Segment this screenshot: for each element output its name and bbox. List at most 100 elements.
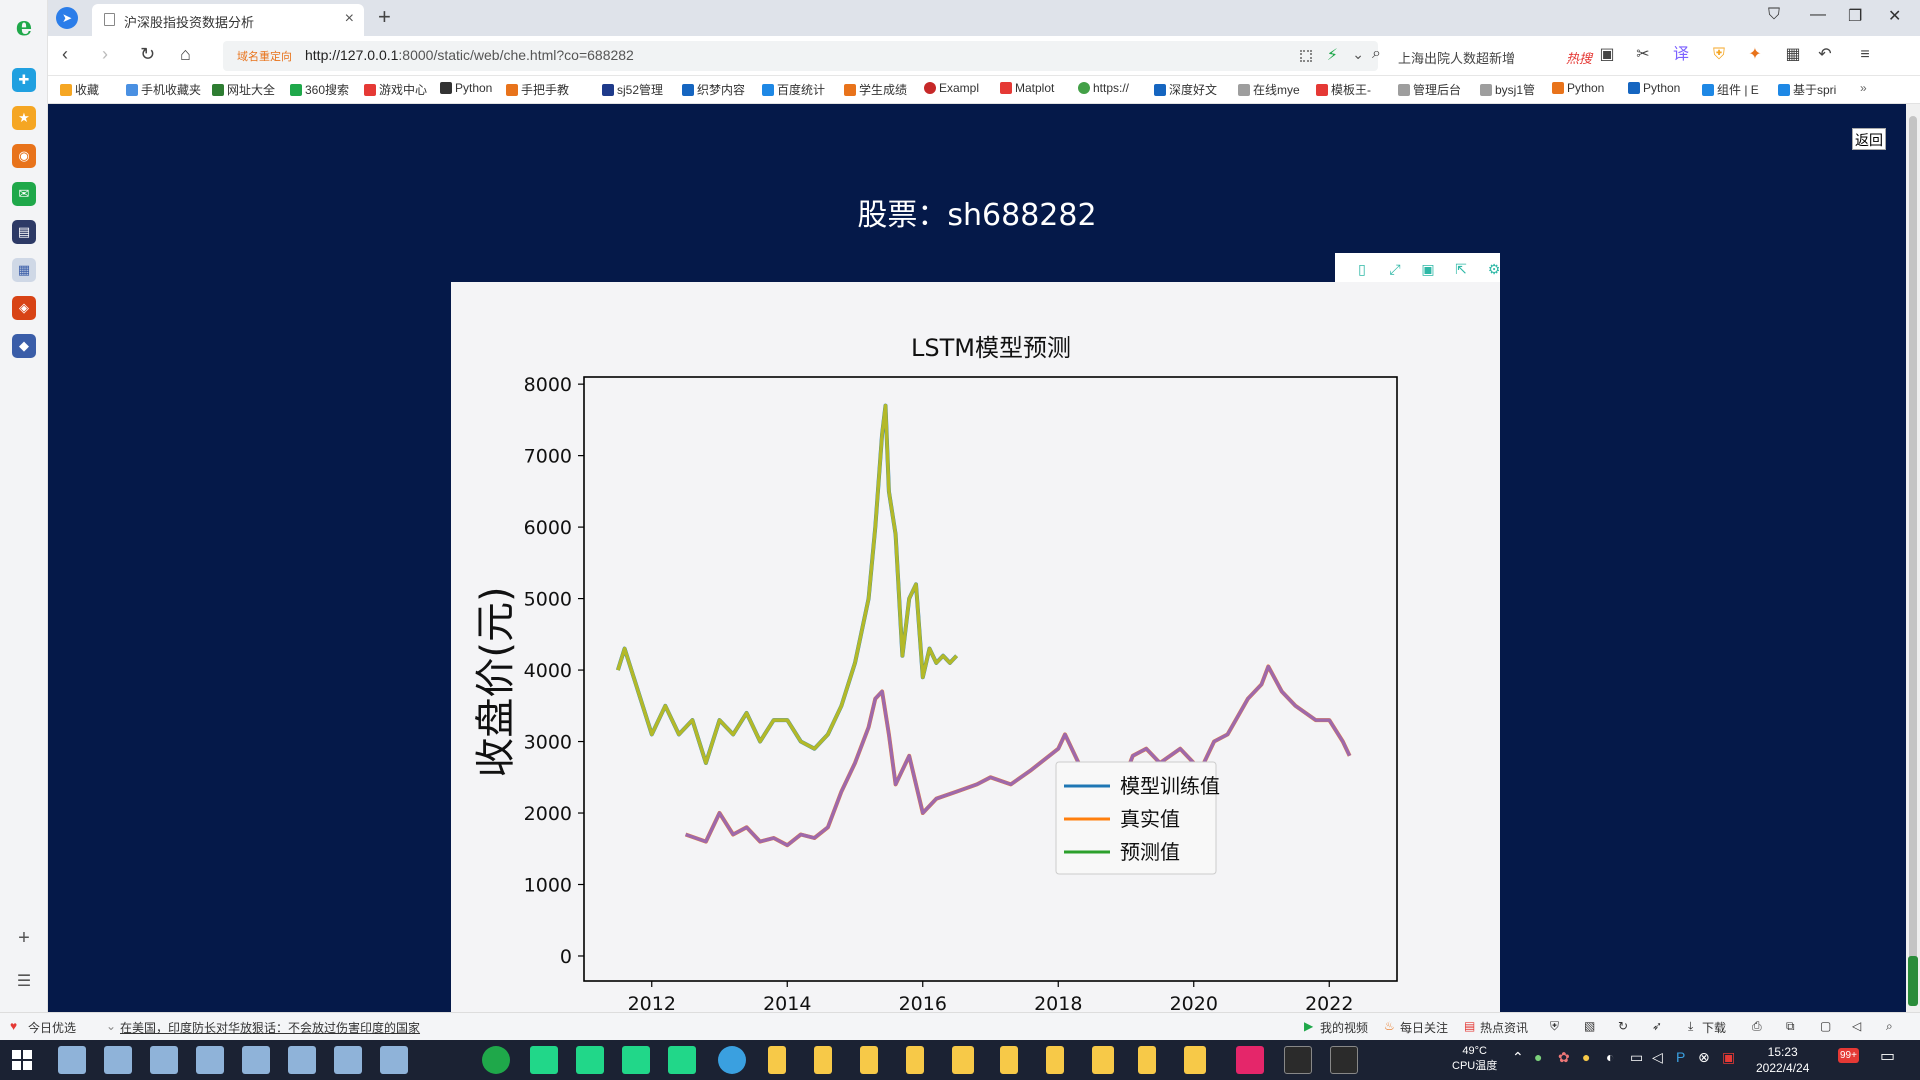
bookmark-item[interactable]: 深度好文: [1154, 81, 1217, 98]
chevron-down-icon[interactable]: ⌄: [1352, 46, 1364, 62]
network-icon[interactable]: ▭: [1630, 1049, 1644, 1065]
download-label[interactable]: 下载: [1702, 1021, 1727, 1035]
screenshot-icon[interactable]: ⧉: [1786, 1019, 1795, 1033]
close-window-button[interactable]: ✕: [1888, 8, 1902, 25]
bookmark-item[interactable]: 在线mye: [1238, 81, 1300, 98]
tab-active[interactable]: 沪深股指投资数据分析 ×: [92, 4, 364, 36]
news-app-icon[interactable]: ▤: [12, 220, 36, 244]
bookmark-item[interactable]: 游戏中心: [364, 81, 427, 98]
translate-icon[interactable]: 译: [1672, 46, 1689, 63]
bookmark-item[interactable]: https://: [1078, 81, 1129, 95]
folder-icon[interactable]: [1138, 1046, 1156, 1074]
taskbar-app-icon[interactable]: [242, 1046, 270, 1074]
bookmark-item[interactable]: 手把手教: [506, 81, 569, 98]
bookmark-item[interactable]: 百度统计: [762, 81, 825, 98]
reader-icon[interactable]: ▣: [1599, 46, 1615, 63]
system-clock[interactable]: 15:23 2022/4/24: [1756, 1044, 1809, 1076]
folder-icon[interactable]: [1184, 1046, 1206, 1074]
volume-icon[interactable]: ◁: [1852, 1019, 1862, 1033]
printer-icon[interactable]: ⎙: [1752, 1019, 1762, 1033]
url-text[interactable]: http://127.0.0.1:8000/static/web/che.htm…: [305, 47, 634, 63]
taskbar-app-icon[interactable]: [196, 1046, 224, 1074]
window-icon[interactable]: ▢: [1820, 1019, 1832, 1033]
folder-icon[interactable]: [1000, 1046, 1018, 1074]
zoom-icon[interactable]: ⌕: [1886, 1019, 1893, 1033]
mail-app-icon[interactable]: ✉: [12, 182, 36, 206]
pycharm-icon[interactable]: [668, 1046, 696, 1074]
reload-icon[interactable]: ↻: [140, 44, 156, 64]
shield-icon[interactable]: ⛨: [1712, 46, 1725, 63]
plus-app-icon[interactable]: ✚: [12, 68, 36, 92]
folder-icon[interactable]: [768, 1046, 786, 1074]
daily-follow[interactable]: 每日关注: [1400, 1021, 1449, 1035]
bookmark-item[interactable]: 收藏: [60, 81, 99, 98]
shield-icon[interactable]: ⛨: [1550, 1019, 1560, 1033]
folder-icon[interactable]: [814, 1046, 832, 1074]
scissors-icon[interactable]: ✂: [1636, 46, 1650, 63]
news-headline[interactable]: 在美国，印度防长对华放狠话：不会放过伤害印度的国家: [120, 1021, 421, 1035]
share-icon[interactable]: ⇱: [1455, 261, 1467, 277]
taskbar-app-icon[interactable]: [104, 1046, 132, 1074]
bookmark-item[interactable]: bysj1管: [1480, 81, 1535, 98]
data-view-icon[interactable]: ▯: [1358, 261, 1366, 277]
vertical-scrollbar[interactable]: [1906, 104, 1920, 1012]
x-icon[interactable]: ⊗: [1698, 1049, 1710, 1065]
home-icon[interactable]: ⌂: [180, 44, 191, 64]
folder-icon[interactable]: [1092, 1046, 1114, 1074]
minimize-button[interactable]: —: [1810, 6, 1826, 23]
bookmark-item[interactable]: 学生成绩: [844, 81, 907, 98]
qr-code-icon[interactable]: [1300, 50, 1312, 62]
flower-icon[interactable]: ✿: [1558, 1049, 1570, 1065]
bookmark-item[interactable]: 模板王-: [1316, 81, 1371, 98]
bookmark-item[interactable]: sj52管理: [602, 81, 663, 98]
shirt-icon[interactable]: ⛉: [1768, 6, 1781, 23]
pycharm-icon[interactable]: [576, 1046, 604, 1074]
sync-icon[interactable]: ↻: [1618, 1019, 1629, 1033]
search-icon[interactable]: ⌕: [1372, 45, 1381, 62]
speaker-icon[interactable]: ◁: [1652, 1049, 1663, 1065]
bookmark-item[interactable]: 基于spri: [1778, 81, 1836, 98]
bookmark-item[interactable]: Python: [1628, 81, 1680, 95]
restore-button[interactable]: ❐: [1848, 8, 1863, 25]
bookmark-item[interactable]: 组件 | E: [1702, 81, 1759, 98]
download-icon[interactable]: ⤓: [1688, 1019, 1694, 1033]
p-icon[interactable]: P: [1676, 1049, 1686, 1065]
bookmark-item[interactable]: 360搜索: [290, 81, 349, 98]
action-center-icon[interactable]: ▭: [1880, 1048, 1896, 1065]
notify-app-icon[interactable]: ▣: [1722, 1049, 1736, 1065]
game-app-icon[interactable]: ◈: [12, 296, 36, 320]
wechat-icon[interactable]: ●: [1534, 1049, 1543, 1065]
bookmark-item[interactable]: Python: [1552, 81, 1604, 95]
terminal-icon[interactable]: [1284, 1046, 1312, 1074]
bookmark-item[interactable]: 织梦内容: [682, 81, 745, 98]
menu-list-icon[interactable]: ☰: [16, 973, 32, 990]
game2-app-icon[interactable]: ◆: [12, 334, 36, 358]
bookmark-item[interactable]: Exampl: [924, 81, 979, 95]
pycharm-icon[interactable]: [622, 1046, 650, 1074]
save-image-icon[interactable]: ▣: [1421, 261, 1435, 277]
taskbar-app-icon[interactable]: [288, 1046, 316, 1074]
rocket-icon[interactable]: ➶: [1652, 1019, 1663, 1033]
bookmark-item[interactable]: 管理后台: [1398, 81, 1461, 98]
browser-logo-icon[interactable]: e: [15, 12, 33, 42]
add-app-icon[interactable]: +: [18, 927, 30, 949]
taskbar-app-icon[interactable]: [334, 1046, 362, 1074]
back-button[interactable]: 返回: [1852, 128, 1886, 150]
search-box[interactable]: ⌕ 上海出院人数超新增 热搜: [1366, 41, 1626, 71]
search-suggestion[interactable]: 上海出院人数超新增: [1398, 51, 1516, 66]
bookmark-item[interactable]: 手机收藏夹: [126, 81, 201, 98]
taskbar-app-icon[interactable]: [150, 1046, 178, 1074]
pycharm-icon[interactable]: [530, 1046, 558, 1074]
menu-icon[interactable]: ≡: [1860, 46, 1870, 63]
today-picks[interactable]: 今日优选: [28, 1021, 77, 1035]
tab-close-icon[interactable]: ×: [344, 10, 354, 27]
forward-icon[interactable]: ›: [102, 44, 108, 64]
intellij-icon[interactable]: [1236, 1046, 1264, 1074]
windows-start-icon[interactable]: [12, 1050, 32, 1070]
terminal-icon[interactable]: [1330, 1046, 1358, 1074]
folder-icon[interactable]: [952, 1046, 974, 1074]
fullscreen-icon[interactable]: ⤢: [1389, 261, 1401, 277]
navigation-icon[interactable]: ➤: [56, 7, 78, 29]
my-video[interactable]: 我的视频: [1320, 1021, 1369, 1035]
taskbar-app-icon[interactable]: [380, 1046, 408, 1074]
